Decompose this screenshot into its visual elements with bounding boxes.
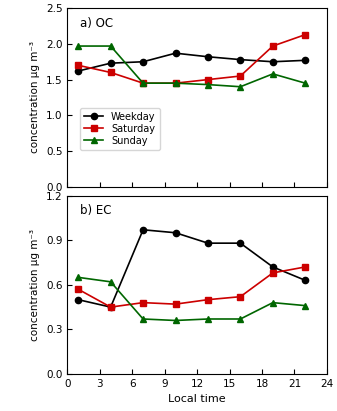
Weekday (76, 297, 80, 302)
Saturday (174, 302, 178, 307)
Y-axis label: concentration μg m⁻³: concentration μg m⁻³ (30, 42, 40, 153)
Saturday (206, 297, 210, 302)
Saturday (206, 77, 210, 82)
Weekday (238, 57, 242, 62)
Sunday (76, 44, 80, 48)
Saturday (238, 74, 242, 79)
Legend: Weekday, Saturday, Sunday: Weekday, Saturday, Sunday (80, 108, 159, 150)
Saturday (76, 63, 80, 68)
Weekday (206, 241, 210, 246)
Text: b) EC: b) EC (81, 205, 112, 217)
Saturday (238, 294, 242, 299)
Sunday (303, 81, 307, 85)
Sunday (109, 44, 113, 48)
Line: Weekday: Weekday (75, 50, 308, 74)
Saturday (303, 265, 307, 270)
Y-axis label: concentration μg m⁻³: concentration μg m⁻³ (30, 229, 40, 341)
Line: Saturday: Saturday (75, 32, 308, 86)
Sunday (76, 275, 80, 280)
Line: Weekday: Weekday (75, 226, 308, 310)
Line: Sunday: Sunday (75, 43, 308, 90)
Sunday (109, 279, 113, 284)
Sunday (206, 316, 210, 321)
Sunday (271, 72, 275, 76)
Saturday (303, 32, 307, 37)
Weekday (109, 61, 113, 66)
Weekday (141, 227, 145, 232)
Sunday (206, 82, 210, 87)
Sunday (238, 316, 242, 321)
Saturday (174, 81, 178, 85)
Weekday (238, 241, 242, 246)
X-axis label: Local time: Local time (168, 395, 226, 404)
Weekday (303, 58, 307, 63)
Saturday (141, 81, 145, 85)
Sunday (174, 318, 178, 323)
Weekday (271, 59, 275, 64)
Weekday (76, 69, 80, 74)
Weekday (109, 305, 113, 309)
Saturday (271, 44, 275, 48)
Text: a) OC: a) OC (81, 17, 114, 30)
Line: Sunday: Sunday (75, 274, 308, 323)
Line: Saturday: Saturday (75, 264, 308, 310)
Saturday (109, 70, 113, 75)
Weekday (206, 54, 210, 59)
Sunday (141, 81, 145, 85)
Sunday (303, 303, 307, 308)
Weekday (174, 51, 178, 55)
Saturday (76, 287, 80, 292)
Sunday (238, 84, 242, 89)
Sunday (174, 81, 178, 85)
Weekday (303, 278, 307, 283)
Sunday (271, 300, 275, 305)
Saturday (109, 305, 113, 309)
Weekday (271, 265, 275, 270)
Saturday (141, 300, 145, 305)
Weekday (174, 230, 178, 235)
Sunday (141, 316, 145, 321)
Weekday (141, 59, 145, 64)
Saturday (271, 270, 275, 275)
